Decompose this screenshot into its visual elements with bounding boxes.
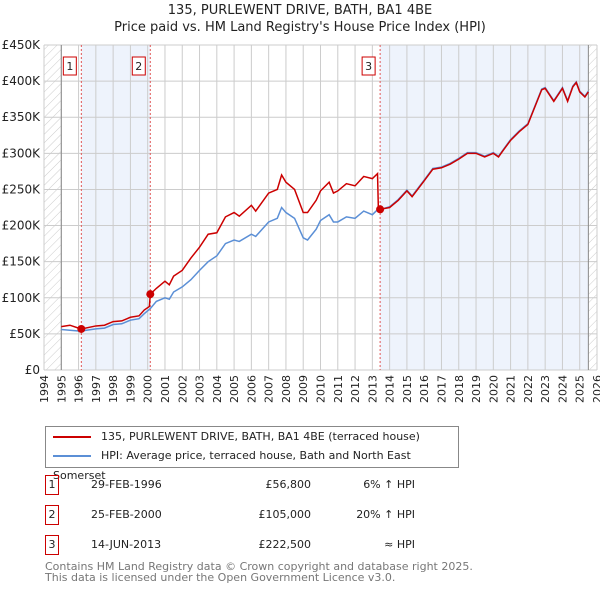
ownership-shade	[380, 45, 589, 370]
legend: 135, PURLEWENT DRIVE, BATH, BA1 4BE (ter…	[45, 426, 459, 482]
x-tick-label: 2012	[349, 375, 362, 403]
sale-point	[146, 290, 155, 299]
x-tick-label: 2016	[418, 375, 431, 403]
chart-title: 135, PURLEWENT DRIVE, BATH, BA1 4BE	[167, 3, 433, 18]
x-tick-label: 2004	[211, 375, 224, 403]
x-tick-label: 2010	[315, 375, 328, 403]
x-tick-label: 1995	[55, 375, 68, 403]
x-tick-label: 2007	[263, 375, 276, 403]
sale-price: £105,000	[258, 508, 312, 521]
y-tick-label: £400K	[2, 74, 42, 88]
x-tick-label: 2006	[245, 375, 258, 403]
sale-marker-label: 1	[66, 60, 73, 73]
footer-line: This data is licensed under the Open Gov…	[45, 571, 396, 584]
hatch-region	[588, 45, 597, 370]
x-tick-label: 2011	[332, 375, 345, 403]
x-tick-label: 2017	[435, 375, 448, 403]
y-tick-label: £50K	[9, 327, 41, 341]
legend-label: HPI: Average price, terraced house, Bath…	[53, 449, 411, 482]
x-tick-label: 2005	[228, 375, 241, 403]
sale-marker-box	[62, 56, 77, 76]
legend-item-hpi: HPI: Average price, terraced house, Bath…	[53, 446, 458, 482]
x-tick-label: 2008	[280, 375, 293, 403]
y-tick-label: £0	[25, 363, 40, 377]
y-tick-label: £300K	[2, 146, 42, 160]
x-tick-label: 2021	[505, 375, 518, 403]
sale-marker-label: 1	[45, 475, 59, 495]
legend-swatch-red	[53, 436, 91, 438]
x-tick-label: 1998	[107, 375, 120, 403]
x-tick-label: 1994	[38, 375, 51, 403]
x-tick-label: 2002	[176, 375, 189, 403]
x-tick-label: 2022	[522, 375, 535, 403]
y-tick-label: £350K	[2, 110, 42, 124]
x-tick-label: 1999	[124, 375, 137, 403]
x-tick-label: 2025	[574, 375, 587, 403]
x-tick-label: 2015	[401, 375, 414, 403]
legend-swatch-blue	[53, 455, 91, 457]
y-tick-label: £100K	[2, 291, 42, 305]
plot-area: 1994 1995 1996 1997 1998 1999 2000 2001 2002 2003…	[2, 38, 600, 403]
sale-point	[77, 324, 86, 333]
sale-price: £222,500	[258, 538, 312, 551]
x-tick-label: 2024	[556, 375, 569, 403]
sale-date: 29-FEB-1996	[91, 478, 162, 491]
footer: Contains HM Land Registry data © Crown c…	[45, 561, 473, 583]
x-tick-label: 2023	[539, 375, 552, 403]
x-tick-label: 2018	[453, 375, 466, 403]
sale-marker-box	[131, 56, 146, 76]
sale-marker-box	[361, 56, 376, 76]
y-tick-label: £450K	[2, 38, 42, 52]
legend-label: 135, PURLEWENT DRIVE, BATH, BA1 4BE (ter…	[101, 430, 420, 443]
x-tick-label: 1997	[90, 375, 103, 403]
sale-marker-label: 3	[45, 535, 59, 555]
sale-point	[376, 205, 385, 214]
chart-subtitle: Price paid vs. HM Land Registry's House …	[114, 20, 486, 35]
x-tick-label: 2009	[297, 375, 310, 403]
y-tick-label: £150K	[2, 255, 42, 269]
legend-item-property: 135, PURLEWENT DRIVE, BATH, BA1 4BE (ter…	[53, 427, 420, 447]
sale-marker-label: 2	[45, 505, 59, 525]
x-tick-label: 2013	[366, 375, 379, 403]
x-tick-label: 2020	[487, 375, 500, 403]
x-tick-label: 1996	[73, 375, 86, 403]
x-tick-label: 2019	[470, 375, 483, 403]
hatch-region	[44, 45, 62, 370]
x-tick-label: 2003	[194, 375, 207, 403]
x-tick-label: 2026	[591, 375, 600, 403]
x-tick-label: 2001	[159, 375, 172, 403]
hpi-comparison: ≈ HPI	[384, 538, 415, 551]
sale-date: 14-JUN-2013	[91, 538, 162, 551]
x-tick-label: 2000	[142, 375, 155, 403]
y-tick-label: £200K	[2, 219, 42, 233]
sale-date: 25-FEB-2000	[91, 508, 162, 521]
sale-marker-label: 2	[135, 60, 142, 73]
x-tick-label: 2014	[384, 375, 397, 403]
y-tick-label: £250K	[2, 182, 42, 196]
sale-marker-label: 3	[365, 60, 372, 73]
hpi-comparison: 20% ↑ HPI	[356, 508, 415, 521]
hpi-comparison: 6% ↑ HPI	[363, 478, 415, 491]
sale-price: £56,800	[265, 478, 312, 491]
footer-line: Contains HM Land Registry data © Crown c…	[45, 560, 473, 573]
